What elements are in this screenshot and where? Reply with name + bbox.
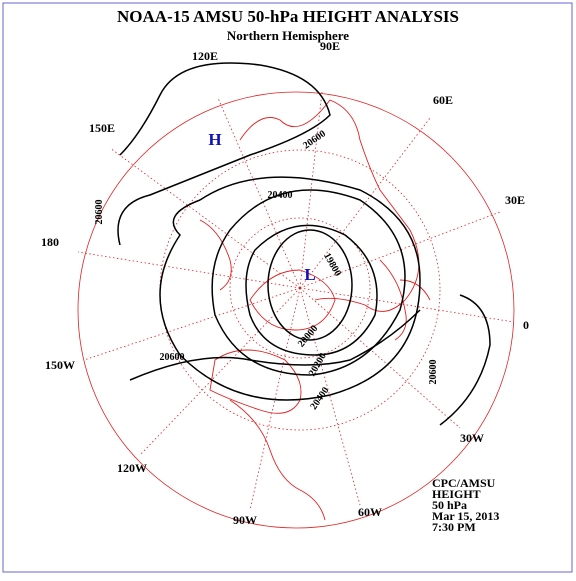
lon-label: 120W [117,461,147,475]
contour-label: 20000 [296,323,320,349]
subtitle: Northern Hemisphere [227,28,349,43]
info-line: Mar 15, 2013 [432,509,499,523]
lon-label: 150W [45,358,75,372]
contour-label: 20600 [428,360,439,385]
lon-label: 0 [523,318,529,332]
high-center: H [208,130,221,149]
coastlines [199,99,431,521]
contours [117,62,491,426]
lon-label: 30W [460,431,484,445]
longitude-labels: 120E 90E 60E 30E 0 30W 60W 90W 120W 150W… [41,39,529,527]
contour-label: 20600 [160,352,185,363]
contour-label: 19800 [321,251,343,278]
lon-label: 90E [320,39,340,53]
lon-label: 30E [505,193,525,207]
lon-label: 180 [41,235,59,249]
info-line: 7:30 PM [432,520,476,534]
info-line: HEIGHT [432,487,481,501]
border [2,2,573,573]
info-block: CPC/AMSU HEIGHT 50 hPa Mar 15, 2013 7:30… [432,476,499,534]
contour-label: 20400 [268,190,293,201]
info-line: 50 hPa [432,498,467,512]
contour-labels: 20600 20600 20400 19800 20000 20200 2040… [94,128,439,412]
low-center: L [304,265,315,284]
title: NOAA-15 AMSU 50-hPa HEIGHT ANALYSIS [117,7,459,26]
lon-label: 90W [233,513,257,527]
info-line: CPC/AMSU [432,476,496,490]
lon-label: 60E [433,93,453,107]
lon-label: 150E [89,121,115,135]
lon-label: 120E [192,49,218,63]
lon-label: 60W [358,505,382,519]
contour-label: 20600 [94,200,105,225]
